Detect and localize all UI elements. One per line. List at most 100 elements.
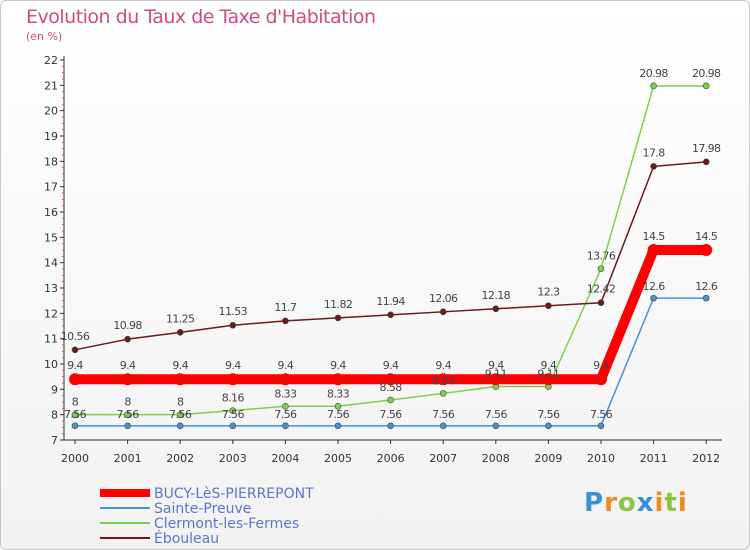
x-tick-label: 2004: [271, 452, 299, 465]
data-label: 9.4: [541, 359, 557, 372]
data-label: 14.5: [643, 230, 666, 243]
y-tick-label: 10: [44, 358, 58, 371]
data-label: 9.4: [488, 359, 504, 372]
y-tick-label: 18: [44, 155, 58, 168]
data-label: 9.4: [67, 359, 83, 372]
data-point: [226, 373, 239, 386]
data-label: 12.6: [695, 280, 718, 293]
data-label: 8: [124, 396, 131, 409]
data-label: 7.56: [327, 408, 350, 421]
data-point: [176, 422, 184, 430]
data-label: 9.4: [330, 359, 346, 372]
x-tick-label: 2009: [534, 452, 562, 465]
data-point: [702, 82, 710, 90]
data-point: [334, 403, 342, 410]
data-point: [545, 422, 552, 430]
data-label: 12.42: [587, 283, 616, 296]
data-point: [282, 317, 289, 325]
data-point: [700, 244, 713, 256]
y-tick-label: 15: [44, 231, 58, 244]
data-point: [439, 390, 447, 397]
x-tick-label: 2012: [692, 452, 720, 465]
data-point: [334, 422, 342, 430]
data-label: 7.56: [169, 408, 192, 421]
data-point: [439, 422, 447, 430]
x-tick-label: 2002: [166, 452, 194, 465]
data-point: [176, 411, 184, 418]
data-label: 8.33: [327, 387, 350, 400]
data-label: 8.33: [274, 387, 297, 400]
data-point: [387, 311, 394, 319]
data-label: 17.98: [692, 142, 721, 155]
data-point: [702, 158, 710, 166]
y-tick-label: 8: [51, 409, 58, 422]
data-point: [597, 299, 605, 306]
data-label: 7.56: [485, 408, 508, 421]
chart-axes: 7 8 9 10 11 12 13 14 15 16 17 18 19 20 21 22 2000 2001 200…: [44, 54, 722, 465]
x-tick-label: 2001: [114, 452, 142, 465]
data-label: 7.56: [590, 408, 613, 421]
data-point: [71, 346, 79, 354]
data-label: 9.4: [172, 359, 188, 372]
data-point: [387, 422, 394, 430]
data-label: 20.98: [692, 67, 721, 80]
data-label: 17.8: [643, 146, 666, 159]
data-label: 10.56: [61, 330, 90, 343]
data-label: 7.56: [117, 408, 140, 421]
y-tick-label: 9: [51, 383, 58, 396]
chart-subtitle: (en %): [26, 30, 63, 43]
x-tick-label: 2008: [482, 452, 510, 465]
data-label: 7.56: [380, 408, 403, 421]
data-label: 8: [177, 396, 184, 409]
data-point: [597, 265, 605, 273]
data-label: 8: [72, 396, 79, 409]
data-point: [545, 302, 552, 310]
data-point: [384, 373, 397, 386]
legend-label-0: BUCY-LèS-PIERREPONT: [154, 486, 314, 502]
y-tick-label: 19: [44, 130, 58, 143]
y-tick-label: 13: [44, 282, 58, 295]
data-point: [650, 163, 657, 170]
data-point: [332, 373, 344, 386]
data-label: 9.4: [120, 359, 136, 372]
logo-letter: r: [604, 488, 618, 518]
data-point: [387, 396, 394, 404]
data-point: [71, 422, 79, 430]
data-label: 11.25: [166, 312, 195, 325]
y-tick-label: 20: [44, 105, 58, 118]
data-point: [492, 305, 500, 313]
data-label: 9.4: [435, 359, 451, 372]
data-point: [650, 82, 657, 90]
y-tick-label: 7: [51, 434, 58, 447]
y-tick-label: 21: [44, 79, 58, 92]
data-point: [229, 321, 237, 329]
data-point: [124, 335, 131, 343]
chart-title: Evolution du Taux de Taxe d'Habitation: [26, 6, 376, 28]
data-point: [489, 373, 502, 386]
data-label: 12.6: [643, 280, 666, 293]
data-label: 11.82: [324, 298, 353, 311]
x-tick-label: 2007: [429, 452, 457, 465]
x-tick-label: 2000: [61, 452, 89, 465]
y-tick-label: 11: [44, 333, 58, 346]
data-point: [439, 308, 447, 316]
data-label: 10.98: [113, 319, 142, 332]
legend-label-3: Ébouleau: [154, 530, 219, 547]
data-point: [597, 422, 605, 430]
x-tick-label: 2005: [324, 452, 352, 465]
data-point: [69, 373, 81, 386]
data-point: [595, 373, 607, 386]
data-label: 7.56: [222, 408, 245, 421]
data-point: [542, 373, 555, 386]
data-point: [279, 373, 292, 386]
data-point: [702, 294, 710, 302]
data-label: 9.4: [593, 359, 609, 372]
data-label: 20.98: [639, 67, 668, 80]
data-point: [282, 403, 289, 410]
chart-data-labels: 7.56 7.56 7.56 7.56 7.56 7.56 7.56 7.56 7.56 7.56…: [61, 67, 722, 421]
data-label: 12.06: [429, 292, 458, 305]
x-tick-label: 2003: [219, 452, 247, 465]
y-tick-label: 14: [44, 257, 58, 270]
data-point: [437, 373, 450, 386]
